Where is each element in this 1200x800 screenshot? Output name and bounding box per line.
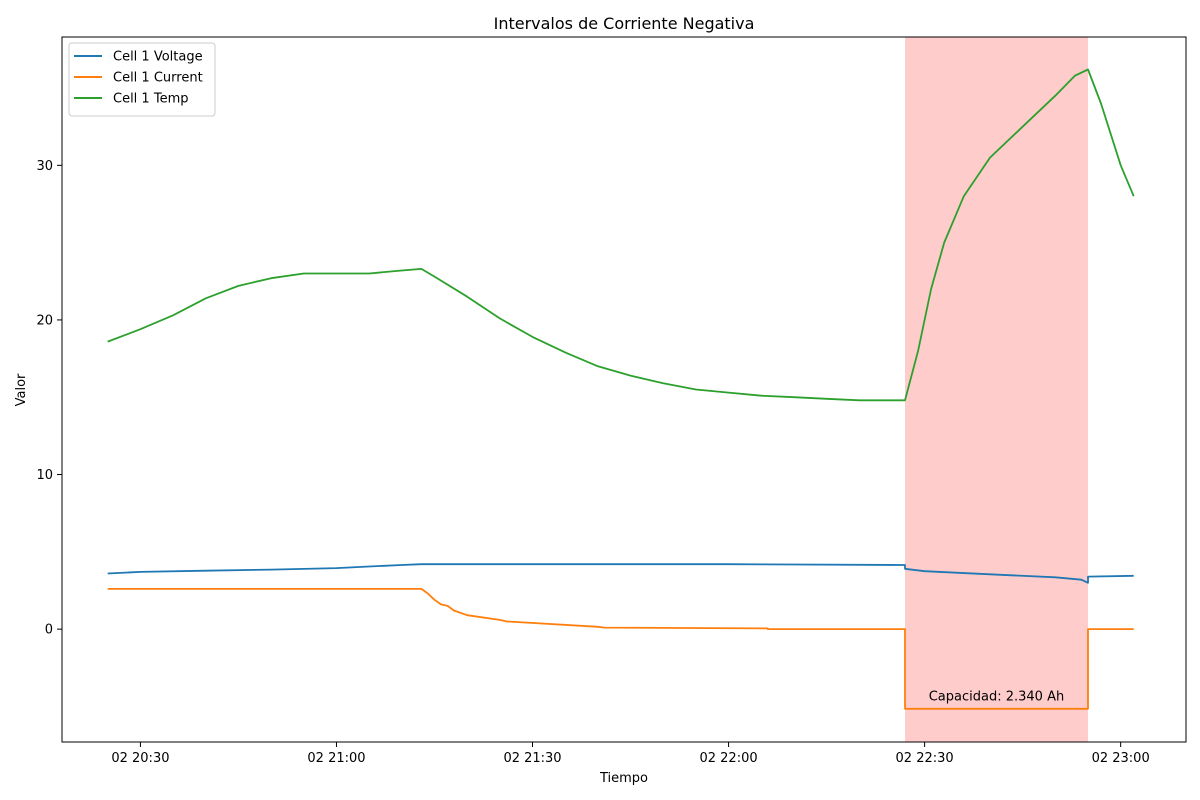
x-tick-label: 02 22:30 (896, 751, 954, 766)
y-axis-label: Valor (14, 373, 29, 406)
y-tick-label: 20 (36, 313, 53, 328)
y-axis: 0 10 20 30 (36, 159, 62, 638)
y-tick-label: 0 (45, 623, 53, 638)
y-tick-label: 30 (36, 159, 53, 174)
y-tick-label: 10 (36, 468, 53, 483)
capacity-annotation: Capacidad: 2.340 Ah (929, 689, 1064, 704)
series-layer: Capacidad: 2.340 Ah (107, 68, 1135, 710)
series-line-cell-1-temp (107, 68, 1135, 402)
x-tick-label: 02 21:30 (503, 751, 561, 766)
series-line-cell-1-current (107, 588, 1134, 710)
x-tick-label: 02 23:00 (1092, 751, 1150, 766)
x-tick-label: 02 21:00 (307, 751, 365, 766)
legend-label-cell-1-voltage: Cell 1 Voltage (113, 50, 203, 65)
legend-label-cell-1-current: Cell 1 Current (113, 71, 203, 86)
legend-label-cell-1-temp: Cell 1 Temp (113, 92, 188, 107)
x-axis-label: Tiempo (599, 771, 648, 786)
series-line-cell-1-voltage (107, 563, 1134, 584)
highlight-interval (905, 37, 1088, 742)
x-tick-label: 02 20:30 (111, 751, 169, 766)
plot-area-frame (61, 36, 1187, 743)
x-tick-label: 02 22:00 (699, 751, 757, 766)
chart-title: Intervalos de Corriente Negativa (494, 14, 755, 33)
legend-box (68, 42, 216, 117)
legend: Cell 1 Voltage Cell 1 Current Cell 1 Temp (68, 42, 216, 117)
highlight-layer (905, 37, 1088, 742)
x-axis: 02 20:30 02 21:00 02 21:30 02 22:00 02 22:30… (111, 742, 1150, 766)
